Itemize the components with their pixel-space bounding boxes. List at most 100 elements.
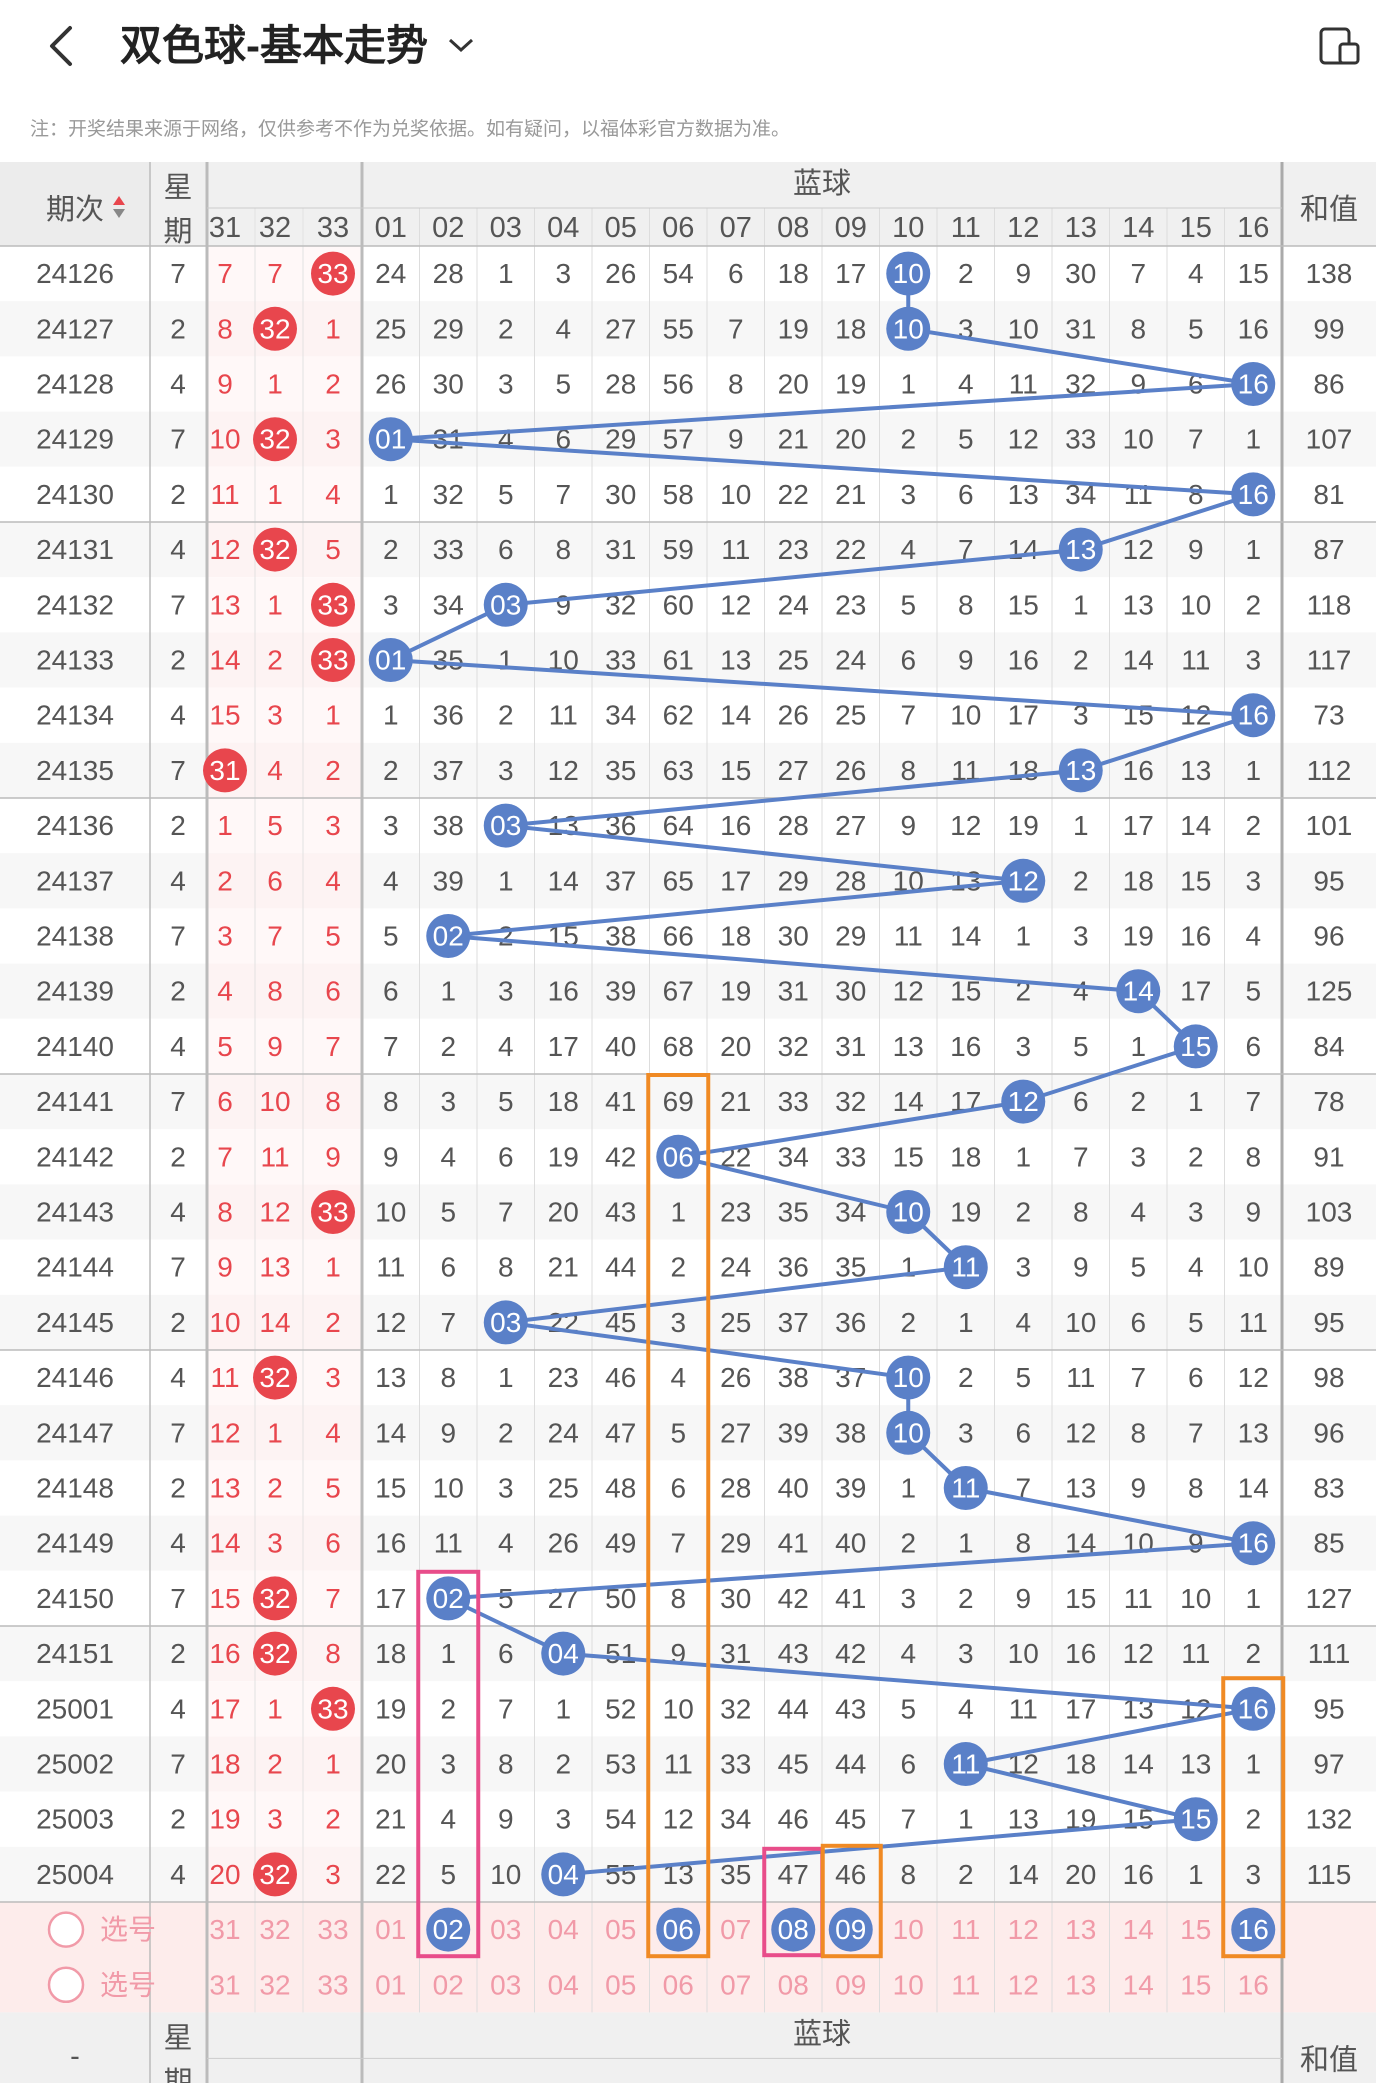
blue-miss-count: 33 bbox=[835, 1141, 866, 1172]
select-red-number[interactable]: 33 bbox=[317, 1969, 348, 2000]
select-blue-number[interactable]: 04 bbox=[548, 1914, 579, 1945]
blue-miss-count: 10 bbox=[1065, 1307, 1096, 1338]
select-blue-number[interactable]: 10 bbox=[893, 1969, 924, 2000]
select-blue-number[interactable]: 03 bbox=[490, 1914, 521, 1945]
select-blue-number[interactable]: 14 bbox=[1123, 1969, 1154, 2000]
select-blue-number[interactable]: 16 bbox=[1238, 1969, 1269, 2000]
select-blue-number[interactable]: 13 bbox=[1065, 1914, 1096, 1945]
blue-ball-number: 11 bbox=[951, 1252, 980, 1283]
select-blue-number[interactable]: 05 bbox=[605, 1969, 636, 2000]
select-blue-number[interactable]: 01 bbox=[375, 1969, 406, 2000]
select-blue-number[interactable]: 07 bbox=[720, 1914, 751, 1945]
page-title[interactable]: 双色球-基本走势 bbox=[120, 22, 428, 69]
selected-blue-ball[interactable] bbox=[426, 1907, 471, 1952]
select-blue-number[interactable]: 10 bbox=[893, 1914, 924, 1945]
blue-miss-count: 1 bbox=[555, 1693, 571, 1724]
blue-miss-count: 2 bbox=[498, 700, 514, 731]
select-blue-number[interactable]: 02 bbox=[433, 1969, 464, 2000]
select-blue-number[interactable]: 15 bbox=[1180, 1914, 1211, 1945]
blue-miss-count: 10 bbox=[375, 1197, 406, 1228]
blue-ball-number: 15 bbox=[1180, 1031, 1211, 1062]
selected-blue-ball[interactable] bbox=[1231, 1907, 1276, 1952]
select-blue-number[interactable]: 05 bbox=[605, 1914, 636, 1945]
red-number: 10 bbox=[209, 1307, 240, 1338]
selected-blue-number[interactable]: 08 bbox=[778, 1914, 809, 1945]
select-blue-number[interactable]: 03 bbox=[490, 1969, 521, 2000]
blue-miss-count: 3 bbox=[900, 479, 916, 510]
sum-cell: 138 bbox=[1306, 258, 1353, 289]
selected-blue-number[interactable]: 09 bbox=[835, 1914, 866, 1945]
red-cell-bg bbox=[207, 1239, 362, 1295]
red-number: 1 bbox=[267, 1417, 283, 1448]
selected-blue-number[interactable]: 16 bbox=[1238, 1914, 1269, 1945]
select-red-number[interactable]: 33 bbox=[317, 1914, 348, 1945]
blue-miss-count: 11 bbox=[549, 700, 578, 731]
red-ball bbox=[253, 306, 297, 351]
blue-ball bbox=[886, 1410, 931, 1455]
red-number: 4 bbox=[325, 479, 341, 510]
back-icon[interactable] bbox=[44, 24, 84, 68]
blue-miss-count: 6 bbox=[958, 479, 974, 510]
red-cell-bg bbox=[207, 1018, 362, 1074]
select-blue-number[interactable]: 11 bbox=[951, 1969, 980, 2000]
red-number: 5 bbox=[217, 1031, 233, 1062]
blue-miss-count: 25 bbox=[548, 1473, 579, 1504]
select-radio[interactable] bbox=[47, 1966, 85, 2004]
period-cell: 24133 bbox=[36, 645, 114, 676]
red-cell-bg bbox=[207, 1129, 362, 1185]
select-blue-number[interactable]: 12 bbox=[1008, 1969, 1039, 2000]
blue-miss-count: 6 bbox=[728, 258, 744, 289]
blue-miss-count: 11 bbox=[1066, 1362, 1095, 1393]
select-blue-number[interactable]: 01 bbox=[375, 1914, 406, 1945]
selected-blue-number[interactable]: 02 bbox=[433, 1914, 464, 1945]
blue-miss-count: 6 bbox=[1130, 1307, 1146, 1338]
blue-miss-count: 40 bbox=[835, 1528, 866, 1559]
select-blue-number[interactable]: 15 bbox=[1180, 1969, 1211, 2000]
blue-miss-count: 7 bbox=[900, 700, 916, 731]
blue-miss-count: 5 bbox=[1245, 976, 1261, 1007]
selected-blue-number[interactable]: 06 bbox=[663, 1914, 694, 1945]
blue-miss-count: 2 bbox=[555, 1749, 571, 1780]
select-blue-number[interactable]: 04 bbox=[548, 1969, 579, 2000]
selected-blue-ball[interactable] bbox=[656, 1907, 701, 1952]
select-blue-number[interactable]: 11 bbox=[951, 1914, 980, 1945]
header-blue-number: 08 bbox=[777, 212, 809, 244]
selected-blue-ball[interactable] bbox=[771, 1907, 816, 1952]
select-label[interactable]: 选号 bbox=[100, 1969, 156, 2000]
select-red-number[interactable]: 32 bbox=[259, 1969, 290, 2000]
red-number: 11 bbox=[210, 479, 239, 510]
blue-miss-count: 2 bbox=[900, 1307, 916, 1338]
select-radio[interactable] bbox=[47, 1911, 85, 1948]
select-blue-number[interactable]: 06 bbox=[663, 1969, 694, 2000]
select-blue-number[interactable]: 14 bbox=[1123, 1914, 1154, 1945]
blue-miss-count: 29 bbox=[720, 1528, 751, 1559]
blue-miss-count: 33 bbox=[605, 645, 636, 676]
select-label[interactable]: 选号 bbox=[100, 1914, 156, 1945]
select-blue-number[interactable]: 13 bbox=[1065, 1969, 1096, 2000]
sum-cell: 96 bbox=[1313, 921, 1344, 952]
selected-blue-ball[interactable] bbox=[828, 1907, 873, 1952]
blue-miss-count: 1 bbox=[958, 1528, 974, 1559]
blue-miss-count: 35 bbox=[605, 755, 636, 786]
select-red-number[interactable]: 32 bbox=[259, 1914, 290, 1945]
header-period[interactable]: 期次 bbox=[46, 193, 104, 226]
select-red-number[interactable]: 31 bbox=[209, 1969, 240, 2000]
blue-miss-count: 7 bbox=[1188, 424, 1204, 455]
blue-miss-count: 7 bbox=[1188, 1417, 1204, 1448]
red-ball bbox=[253, 417, 297, 462]
select-blue-number[interactable]: 07 bbox=[720, 1969, 751, 2000]
blue-miss-count: 1 bbox=[1073, 589, 1089, 620]
select-red-number[interactable]: 31 bbox=[209, 1914, 240, 1945]
period-cell: 24134 bbox=[36, 700, 114, 731]
device-switch-icon[interactable] bbox=[1318, 26, 1362, 66]
select-blue-number[interactable]: 12 bbox=[1008, 1914, 1039, 1945]
red-number: 1 bbox=[267, 369, 283, 400]
blue-ball bbox=[1058, 748, 1103, 793]
select-blue-number[interactable]: 09 bbox=[835, 1969, 866, 2000]
blue-ball-number: 12 bbox=[1008, 865, 1039, 896]
select-blue-number[interactable]: 08 bbox=[778, 1969, 809, 2000]
blue-miss-count: 4 bbox=[383, 865, 399, 896]
chevron-down-icon[interactable] bbox=[446, 34, 476, 56]
blue-miss-count: 11 bbox=[721, 534, 750, 565]
header-blue-number: 05 bbox=[605, 212, 637, 244]
